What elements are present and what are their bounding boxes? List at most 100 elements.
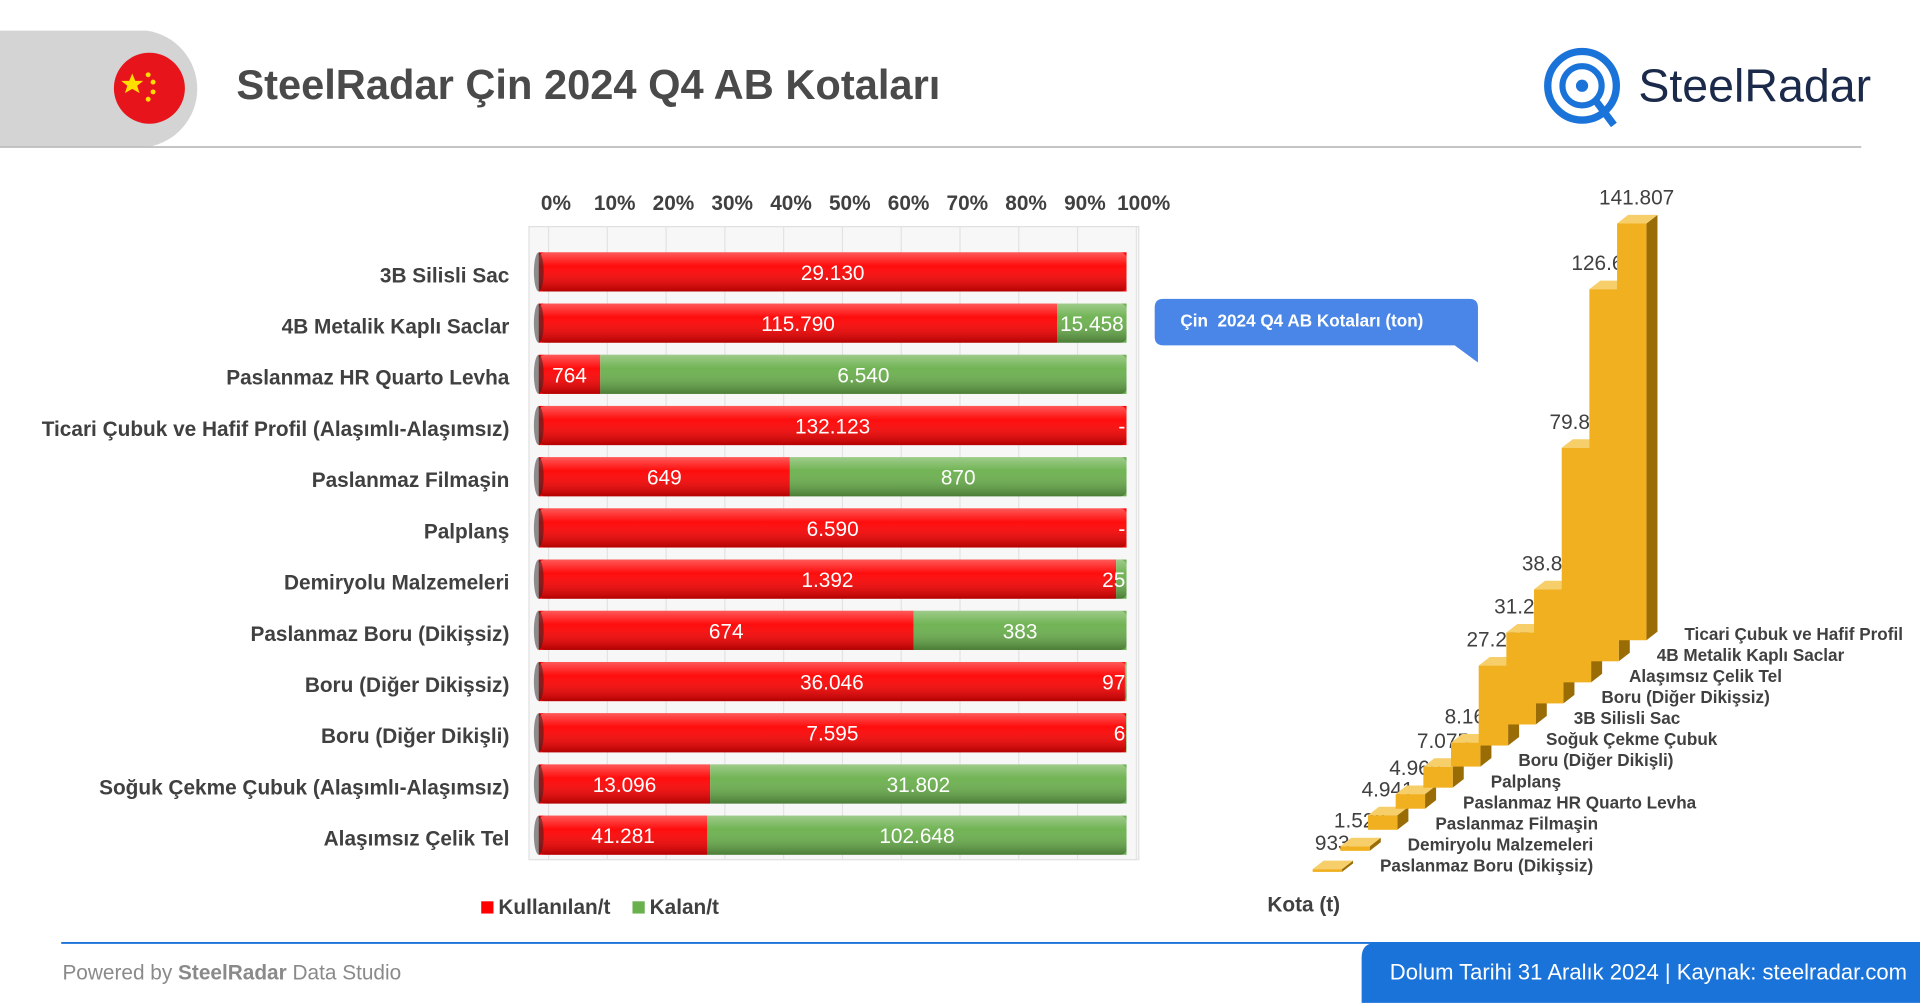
column <box>1451 742 1481 767</box>
column <box>1395 794 1426 809</box>
category-label: Paslanmaz Filmaşin <box>1435 813 1598 833</box>
legend-label: Kullanılan/t <box>498 896 610 919</box>
category-label: Paslanmaz HR Quarto Levha <box>226 367 510 390</box>
value-label: 674 <box>709 620 744 643</box>
value-label: 7.595 <box>806 723 858 746</box>
value-label: 6.590 <box>807 518 859 541</box>
legend-swatch <box>481 901 494 914</box>
category-label: Paslanmaz HR Quarto Levha <box>1463 792 1697 812</box>
bar-end <box>533 713 544 753</box>
value-label: 115.790 <box>761 313 835 336</box>
bar-end <box>533 508 544 548</box>
x-tick-label: 30% <box>711 192 753 215</box>
bar-end <box>533 252 544 292</box>
bar-end <box>533 405 544 446</box>
category-label: Palplanş <box>1491 771 1561 791</box>
value-label: 41.281 <box>591 825 655 848</box>
footer-powered: Powered by SteelRadar Data Studio <box>62 961 401 984</box>
category-label: Boru (Diğer Dikişli) <box>321 725 509 748</box>
category-label: Demiryolu Malzemeleri <box>1408 834 1594 854</box>
category-label: Boru (Diğer Dikişsiz) <box>305 674 510 697</box>
category-label: Demiryolu Malzemeleri <box>284 572 509 595</box>
logo-icon <box>1544 47 1620 128</box>
column-top <box>1368 806 1409 816</box>
column <box>1340 846 1370 851</box>
legend-callout <box>1154 298 1478 363</box>
category-label: Soğuk Çekme Çubuk <box>1546 729 1718 749</box>
category-label: Paslanmaz Boru (Dikişsiz) <box>1380 856 1593 876</box>
x-tick-label: 80% <box>1005 192 1047 215</box>
category-label: Palplanş <box>424 520 510 543</box>
category-label: Alaşımsız Çelik Tel <box>1629 666 1782 686</box>
column <box>1423 766 1453 788</box>
bar-end <box>533 303 544 343</box>
column-side <box>1369 837 1381 851</box>
value-label: 132.123 <box>795 415 870 438</box>
category-label: Ticari Çubuk ve Hafif Profil (Alaşımlı-A… <box>42 418 510 441</box>
bar-end <box>533 610 544 650</box>
page-title: SteelRadar Çin 2024 Q4 AB Kotaları <box>236 61 940 108</box>
category-label: Ticari Çubuk ve Hafif Profil <box>1684 624 1903 644</box>
legend-label: Kalan/t <box>650 896 719 919</box>
value-label: 649 <box>647 467 682 490</box>
x-tick-label: 90% <box>1064 192 1106 215</box>
value-label: - <box>1118 415 1125 438</box>
value-label: 36.046 <box>800 672 864 695</box>
column-top <box>1395 785 1437 795</box>
value-label: 15.458 <box>1060 313 1124 336</box>
bar-chart: 0% 10% 20% 30% 40% 50% 60% 70% 80% 90% 100% 3B Sili… <box>42 192 1171 919</box>
column <box>1534 589 1564 704</box>
category-label: 4B Metalik Kaplı Saclar <box>282 316 510 339</box>
value-label: 13.096 <box>593 774 657 797</box>
bar-end <box>533 815 544 855</box>
x-tick-label: 20% <box>653 192 695 215</box>
value-label: 97 <box>1102 672 1125 695</box>
axis-title: Kota (t) <box>1267 894 1340 917</box>
value-label: 29.130 <box>801 262 865 285</box>
value-label: 764 <box>552 364 587 387</box>
bar-end <box>533 661 544 702</box>
legend-label: Çin 2024 Q4 AB Kotaları (ton) <box>1180 311 1423 331</box>
column-top <box>1340 837 1381 847</box>
bar-end <box>533 559 544 599</box>
column-side <box>1646 214 1658 641</box>
column-top <box>1312 860 1354 870</box>
x-tick-label: 70% <box>947 192 989 215</box>
category-label: Paslanmaz Filmaşin <box>312 469 510 492</box>
column <box>1478 665 1509 746</box>
bar-end <box>533 764 544 804</box>
x-tick-label: 100% <box>1117 192 1170 215</box>
column <box>1368 815 1398 830</box>
column-top <box>1617 214 1658 224</box>
category-label: Paslanmaz Boru (Dikişsiz) <box>250 623 509 646</box>
category-label: Alaşımsız Çelik Tel <box>324 828 510 851</box>
x-tick-label: 60% <box>888 192 930 215</box>
column <box>1589 289 1619 662</box>
legend-swatch <box>632 901 645 914</box>
value-label: 6 <box>1114 723 1126 746</box>
value-label: 102.648 <box>879 825 954 848</box>
column <box>1506 632 1536 725</box>
x-tick-label: 40% <box>770 192 812 215</box>
value-label: 31.802 <box>887 774 951 797</box>
value-label: 383 <box>1003 620 1038 643</box>
footer-source: Dolum Tarihi 31 Aralık 2024 | Kaynak: st… <box>1390 959 1907 984</box>
category-label: 4B Metalik Kaplı Saclar <box>1657 645 1845 665</box>
category-label: 3B Silisli Sac <box>1574 708 1681 728</box>
value-label: 870 <box>941 467 976 490</box>
value-label: 25 <box>1102 569 1125 592</box>
bar-end <box>533 354 544 394</box>
bar-end <box>533 457 544 497</box>
logo-text: SteelRadar <box>1638 60 1871 112</box>
category-label: Boru (Diğer Dikişli) <box>1518 750 1673 770</box>
column-side <box>1342 860 1354 872</box>
value-label: 141.807 <box>1599 187 1674 210</box>
column <box>1561 447 1592 683</box>
column-chart: Paslanmaz Boru (Dikişsiz)Demiryolu Malze… <box>1312 187 1903 876</box>
value-label: 1.392 <box>801 569 853 592</box>
footer-source-box <box>1361 942 1920 1003</box>
column-side <box>1397 806 1409 830</box>
column <box>1312 869 1343 872</box>
flag <box>113 52 185 124</box>
